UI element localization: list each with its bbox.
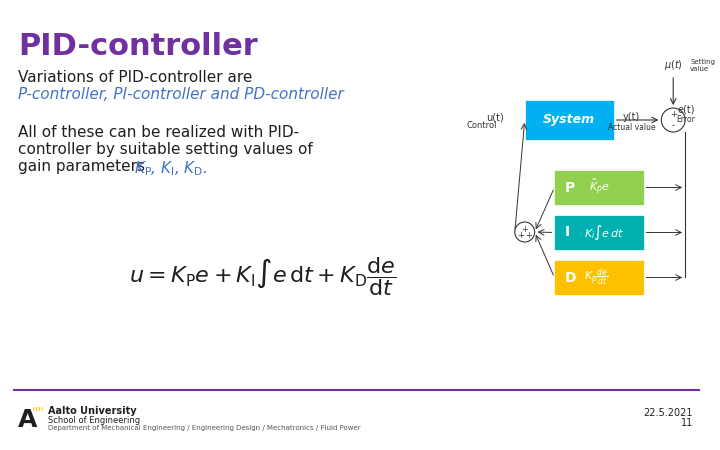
Text: Variations of PID-controller are: Variations of PID-controller are	[18, 70, 252, 85]
Text: Error: Error	[677, 116, 696, 125]
Text: A: A	[18, 408, 37, 432]
Text: Actual value: Actual value	[608, 122, 655, 131]
Text: P: P	[564, 180, 575, 194]
Text: $K_i \int e\,dt$: $K_i \int e\,dt$	[584, 223, 624, 242]
FancyBboxPatch shape	[525, 100, 614, 140]
Text: $K_p \frac{de}{dt}$: $K_p \frac{de}{dt}$	[584, 267, 608, 288]
Text: +: +	[518, 230, 524, 239]
Text: All of these can be realized with PID-: All of these can be realized with PID-	[18, 125, 299, 140]
Text: Control: Control	[467, 121, 498, 130]
Text: PID-controller: PID-controller	[18, 32, 258, 61]
Text: gain parameters: gain parameters	[18, 159, 150, 174]
Text: u(t): u(t)	[486, 112, 504, 122]
Text: $K_\mathrm{P}$, $K_\mathrm{I}$, $K_\mathrm{D}$.: $K_\mathrm{P}$, $K_\mathrm{I}$, $K_\math…	[134, 159, 207, 178]
Text: School of Engineering: School of Engineering	[48, 416, 140, 425]
Text: System: System	[543, 113, 595, 126]
Text: D: D	[564, 270, 576, 284]
Text: 11: 11	[681, 418, 693, 428]
Text: y(t): y(t)	[623, 112, 640, 122]
Text: +: +	[521, 225, 528, 234]
Text: Department of Mechanical Engineering / Engineering Design / Mechatronics / Fluid: Department of Mechanical Engineering / E…	[48, 425, 360, 431]
Text: controller by suitable setting values of: controller by suitable setting values of	[18, 142, 312, 157]
Text: $\mu(t)$: $\mu(t)$	[664, 58, 683, 72]
Text: P-controller, PI-controller and PD-controller: P-controller, PI-controller and PD-contr…	[18, 87, 343, 102]
Text: I: I	[564, 225, 570, 239]
Text: e(t): e(t)	[678, 105, 695, 115]
Text: +: +	[526, 230, 532, 239]
Text: "": ""	[32, 406, 45, 420]
Text: 22.5.2021: 22.5.2021	[644, 408, 693, 418]
Text: $\tilde{K}_p e$: $\tilde{K}_p e$	[589, 178, 610, 197]
Text: +
-: + -	[670, 110, 677, 130]
FancyBboxPatch shape	[554, 170, 644, 205]
FancyBboxPatch shape	[554, 260, 644, 295]
Text: $u = K_\mathrm{P} e + K_\mathrm{I} \int e\,\mathrm{d}t + K_\mathrm{D} \dfrac{\ma: $u = K_\mathrm{P} e + K_\mathrm{I} \int …	[129, 255, 396, 298]
FancyBboxPatch shape	[554, 215, 644, 250]
Text: Aalto University: Aalto University	[48, 406, 136, 416]
Text: Setting
value: Setting value	[690, 59, 715, 72]
